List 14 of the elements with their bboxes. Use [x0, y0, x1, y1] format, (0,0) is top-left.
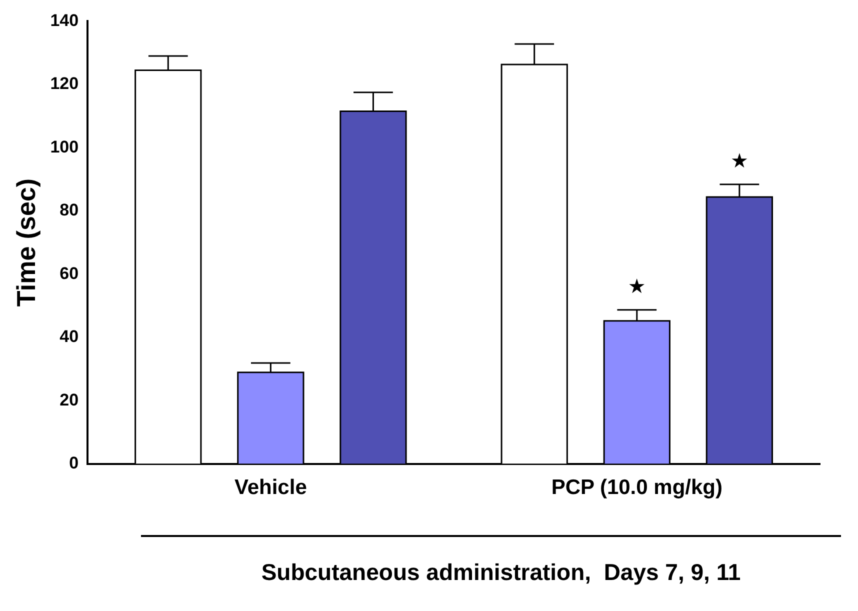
- annotation: ★: [730, 148, 748, 173]
- y-tick-label: 100: [50, 137, 79, 156]
- y-tick-label: 80: [60, 200, 79, 220]
- y-tick-label: 60: [60, 264, 79, 283]
- x-tick-label: PCP (10.0 mg/kg): [551, 476, 722, 500]
- x-axis-title: Subcutaneous administration, Days 7, 9, 11: [260, 559, 742, 586]
- y-tick-label: 0: [69, 453, 79, 472]
- y-axis-title: Time (sec): [10, 178, 41, 307]
- annotation: ★: [628, 274, 646, 298]
- y-tick-label: 40: [60, 327, 79, 346]
- y-tick-label: 120: [50, 74, 79, 94]
- y-tick-label: 140: [50, 10, 79, 30]
- y-tick-label: 20: [60, 390, 79, 410]
- x-tick-label: Vehicle: [234, 476, 307, 500]
